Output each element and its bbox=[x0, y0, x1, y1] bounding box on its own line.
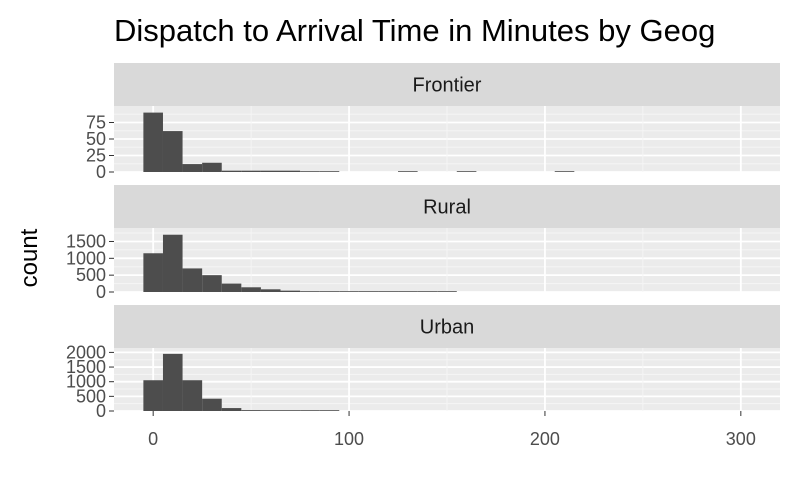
x-tick-label: 200 bbox=[530, 429, 560, 449]
histogram-bar bbox=[437, 291, 457, 292]
y-tick-label: 75 bbox=[86, 113, 106, 133]
x-tick-label: 300 bbox=[726, 429, 756, 449]
histogram-bar bbox=[143, 253, 163, 292]
y-tick-label: 0 bbox=[96, 282, 106, 302]
y-tick-label: 1500 bbox=[66, 357, 106, 377]
y-tick-label: 0 bbox=[96, 401, 106, 421]
histogram-bar bbox=[300, 171, 320, 172]
histogram-bar bbox=[280, 410, 301, 411]
y-tick-label: 500 bbox=[76, 265, 106, 285]
histogram-bar bbox=[202, 398, 222, 411]
histogram-bar bbox=[417, 291, 438, 292]
histogram-bar bbox=[260, 289, 281, 292]
histogram-bar bbox=[182, 380, 203, 411]
histogram-bar bbox=[202, 275, 222, 292]
histogram-bar bbox=[319, 291, 340, 292]
histogram-bar bbox=[221, 283, 242, 292]
y-tick-label: 1500 bbox=[66, 231, 106, 251]
x-tick-label: 100 bbox=[334, 429, 364, 449]
histogram-bar bbox=[300, 410, 320, 411]
x-axis: 0 100 200 300 bbox=[148, 411, 756, 449]
histogram-bar bbox=[162, 234, 183, 292]
histogram-bar bbox=[260, 170, 281, 172]
histogram-bar bbox=[300, 291, 320, 292]
histogram-bar bbox=[221, 408, 242, 411]
facet-strip bbox=[114, 305, 780, 348]
histogram-bar bbox=[358, 291, 379, 292]
x-tick-label: 0 bbox=[148, 429, 158, 449]
histogram-bar bbox=[182, 164, 203, 172]
histogram-bar bbox=[221, 170, 242, 172]
histogram-bar bbox=[398, 291, 418, 292]
facet-strip-label: Frontier bbox=[413, 75, 482, 97]
histogram-bar bbox=[280, 170, 301, 172]
histogram-bar bbox=[241, 170, 261, 172]
histogram-bar bbox=[182, 268, 203, 292]
facet-strip bbox=[114, 63, 780, 106]
histogram-bar bbox=[241, 410, 261, 411]
histogram-bar bbox=[456, 171, 477, 172]
histogram-bar bbox=[319, 410, 340, 411]
y-tick-label: 25 bbox=[86, 146, 106, 166]
y-tick-label: 1000 bbox=[66, 372, 106, 392]
chart-title: Dispatch to Arrival Time in Minutes by G… bbox=[114, 13, 715, 48]
histogram-bar bbox=[143, 112, 163, 172]
histogram-bar bbox=[162, 353, 183, 411]
y-tick-label: 0 bbox=[96, 162, 106, 182]
histogram-bar bbox=[554, 171, 575, 172]
y-tick-label: 1000 bbox=[66, 248, 106, 268]
histogram-bar bbox=[398, 171, 418, 172]
histogram-bar bbox=[378, 291, 399, 292]
facet-strip-label: Urban bbox=[420, 317, 474, 339]
facet-strip-label: Rural bbox=[423, 197, 471, 219]
histogram-bar bbox=[241, 287, 261, 292]
histogram-bar bbox=[143, 380, 163, 411]
histogram-bar bbox=[162, 131, 183, 172]
histogram-bar bbox=[339, 291, 359, 292]
facet-panels: Frontier0255075Rural050010001500Urban050… bbox=[66, 63, 780, 421]
histogram-bar bbox=[260, 410, 281, 411]
y-tick-label: 2000 bbox=[66, 342, 106, 362]
histogram-bar bbox=[202, 162, 222, 172]
facet-strip bbox=[114, 185, 780, 228]
histogram-bar bbox=[319, 171, 340, 172]
y-tick-label: 500 bbox=[76, 386, 106, 406]
y-axis-label: count bbox=[16, 228, 43, 287]
y-tick-label: 50 bbox=[86, 129, 106, 149]
histogram-bar bbox=[280, 290, 301, 292]
